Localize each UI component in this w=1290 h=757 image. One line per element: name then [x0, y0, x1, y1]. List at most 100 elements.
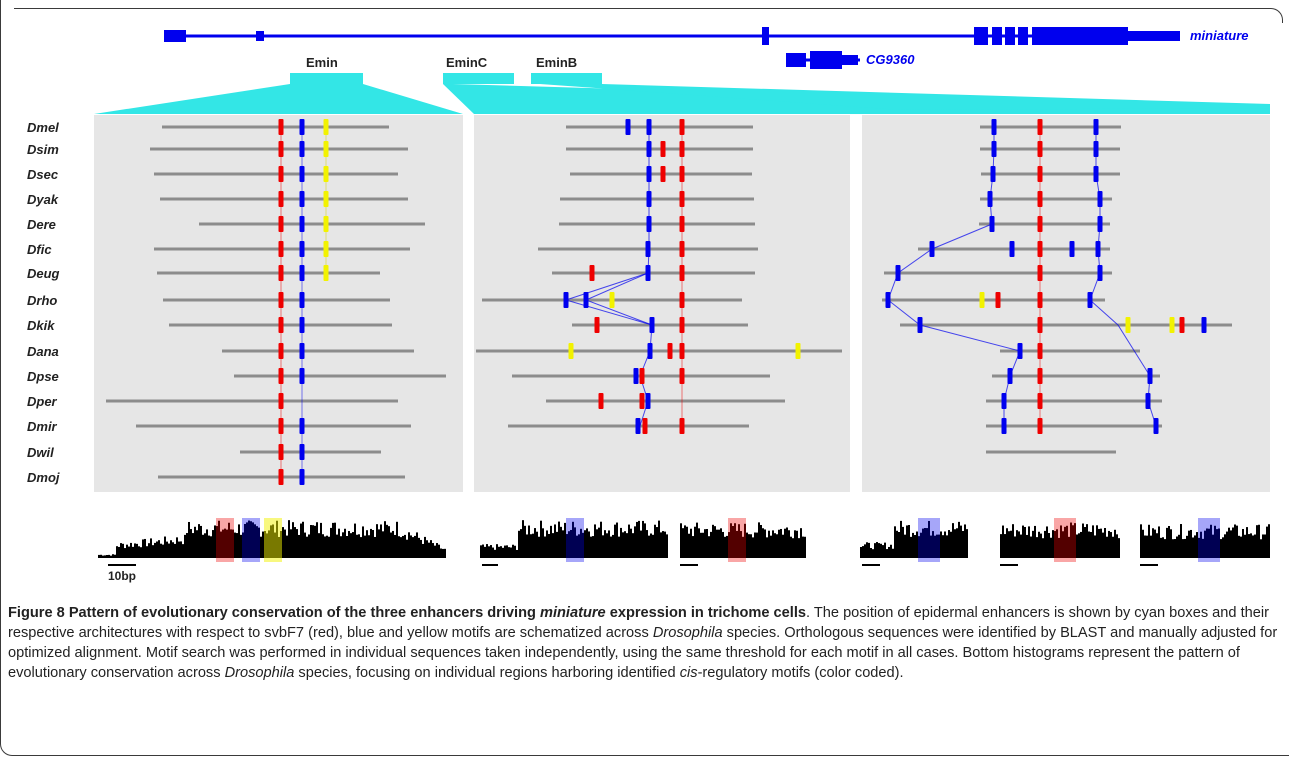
- blue-motif-highlight: [242, 518, 260, 562]
- caption-italic: Drosophila: [652, 625, 723, 641]
- exon: [1032, 27, 1128, 45]
- yellow-motif: [323, 191, 329, 207]
- caption-title: Figure 8 Pattern of evolutionary conserv…: [8, 605, 806, 621]
- emin-box: [290, 73, 363, 84]
- svbf7-motif: [679, 191, 685, 207]
- blue-motif: [1147, 368, 1153, 384]
- svbf7-motif: [1037, 393, 1043, 409]
- svbf7-motif: [278, 393, 284, 409]
- blue-motif: [1007, 368, 1013, 384]
- svbf7-motif: [278, 418, 284, 434]
- svbf7-motif: [679, 317, 685, 333]
- blue-motif: [1145, 393, 1151, 409]
- eminb-box: [531, 73, 602, 84]
- blue-motif: [989, 216, 995, 232]
- species-label: Dper: [27, 394, 58, 409]
- svbf7-motif: [1037, 141, 1043, 157]
- blue-motif: [917, 317, 923, 333]
- blue-motif: [1095, 241, 1101, 257]
- svbf7-motif: [278, 191, 284, 207]
- blue-motif: [299, 469, 305, 485]
- blue-motif: [895, 265, 901, 281]
- exon: [786, 53, 806, 67]
- exon: [1018, 27, 1028, 45]
- blue-motif: [299, 241, 305, 257]
- svbf7-motif: [278, 141, 284, 157]
- species-label: Dana: [27, 344, 59, 359]
- svbf7-motif: [278, 469, 284, 485]
- species-label: Deug: [27, 266, 60, 281]
- blue-motif: [1017, 343, 1023, 359]
- svbf7-motif: [1179, 317, 1185, 333]
- blue-motif: [299, 444, 305, 460]
- blue-motif: [583, 292, 589, 308]
- svbf7-motif: [679, 241, 685, 257]
- yellow-motif: [323, 166, 329, 182]
- caption-text: species. Orthologous sequences were iden…: [8, 625, 1278, 681]
- blue-motif-highlight: [1198, 518, 1220, 562]
- eminc-label: EminC: [446, 55, 488, 70]
- species-label: Dyak: [27, 192, 59, 207]
- conservation-histograms: [98, 520, 1270, 558]
- exon: [974, 27, 988, 45]
- yellow-motif: [323, 265, 329, 281]
- histogram-highlights: [216, 518, 1220, 562]
- eminb-label: EminB: [536, 55, 577, 70]
- caption-text: species, focusing on individual regions …: [294, 665, 680, 681]
- enhancers: Emin EminC EminB: [94, 55, 1270, 114]
- blue-motif: [299, 216, 305, 232]
- blue-motif: [1001, 418, 1007, 434]
- svbf7-motif: [278, 265, 284, 281]
- blue-motif: [1087, 292, 1093, 308]
- svbf7-highlight: [1054, 518, 1076, 562]
- blue-motif: [646, 191, 652, 207]
- utr: [1128, 31, 1180, 41]
- blue-motif: [299, 191, 305, 207]
- species-label: Dsec: [27, 167, 59, 182]
- svbf7-motif: [639, 368, 645, 384]
- blue-motif: [646, 216, 652, 232]
- blue-motif: [1009, 241, 1015, 257]
- blue-motif: [299, 166, 305, 182]
- eminb-panel: [862, 115, 1270, 492]
- utr: [842, 55, 858, 65]
- blue-motif: [1001, 393, 1007, 409]
- species-label: Dkik: [27, 318, 55, 333]
- emin-zoom-wedge: [94, 84, 463, 114]
- yellow-motif: [1125, 317, 1131, 333]
- eminc-alignment: [476, 125, 842, 428]
- svbf7-motif: [594, 317, 600, 333]
- svbf7-motif: [1037, 418, 1043, 434]
- yellow-motif: [568, 343, 574, 359]
- svbf7-motif: [660, 166, 666, 182]
- species-label: Dpse: [27, 369, 59, 384]
- species-label: Dmir: [27, 419, 58, 434]
- svbf7-motif: [667, 343, 673, 359]
- svbf7-motif: [679, 343, 685, 359]
- blue-motif: [635, 418, 641, 434]
- caption-title-italic: miniature: [539, 605, 606, 621]
- svbf7-motif: [278, 368, 284, 384]
- species-label: Dmel: [27, 120, 59, 135]
- svbf7-motif: [679, 292, 685, 308]
- svbf7-motif: [1037, 241, 1043, 257]
- yellow-motif-highlight: [264, 518, 282, 562]
- blue-motif: [1093, 141, 1099, 157]
- svbf7-motif: [278, 343, 284, 359]
- svbf7-motif: [1037, 166, 1043, 182]
- blue-motif: [1097, 191, 1103, 207]
- svbf7-motif: [589, 265, 595, 281]
- emin-label: Emin: [306, 55, 338, 70]
- svbf7-highlight: [728, 518, 746, 562]
- blue-motif: [633, 368, 639, 384]
- blue-motif: [1153, 418, 1159, 434]
- blue-motif-highlight: [566, 518, 584, 562]
- blue-motif: [1093, 166, 1099, 182]
- svbf7-motif: [679, 141, 685, 157]
- svbf7-motif: [1037, 265, 1043, 281]
- cg9360-gene-label: CG9360: [866, 52, 915, 67]
- species-label: Dmoj: [27, 470, 60, 485]
- svbf7-motif: [679, 119, 685, 135]
- blue-motif: [646, 119, 652, 135]
- species-label: Drho: [27, 293, 57, 308]
